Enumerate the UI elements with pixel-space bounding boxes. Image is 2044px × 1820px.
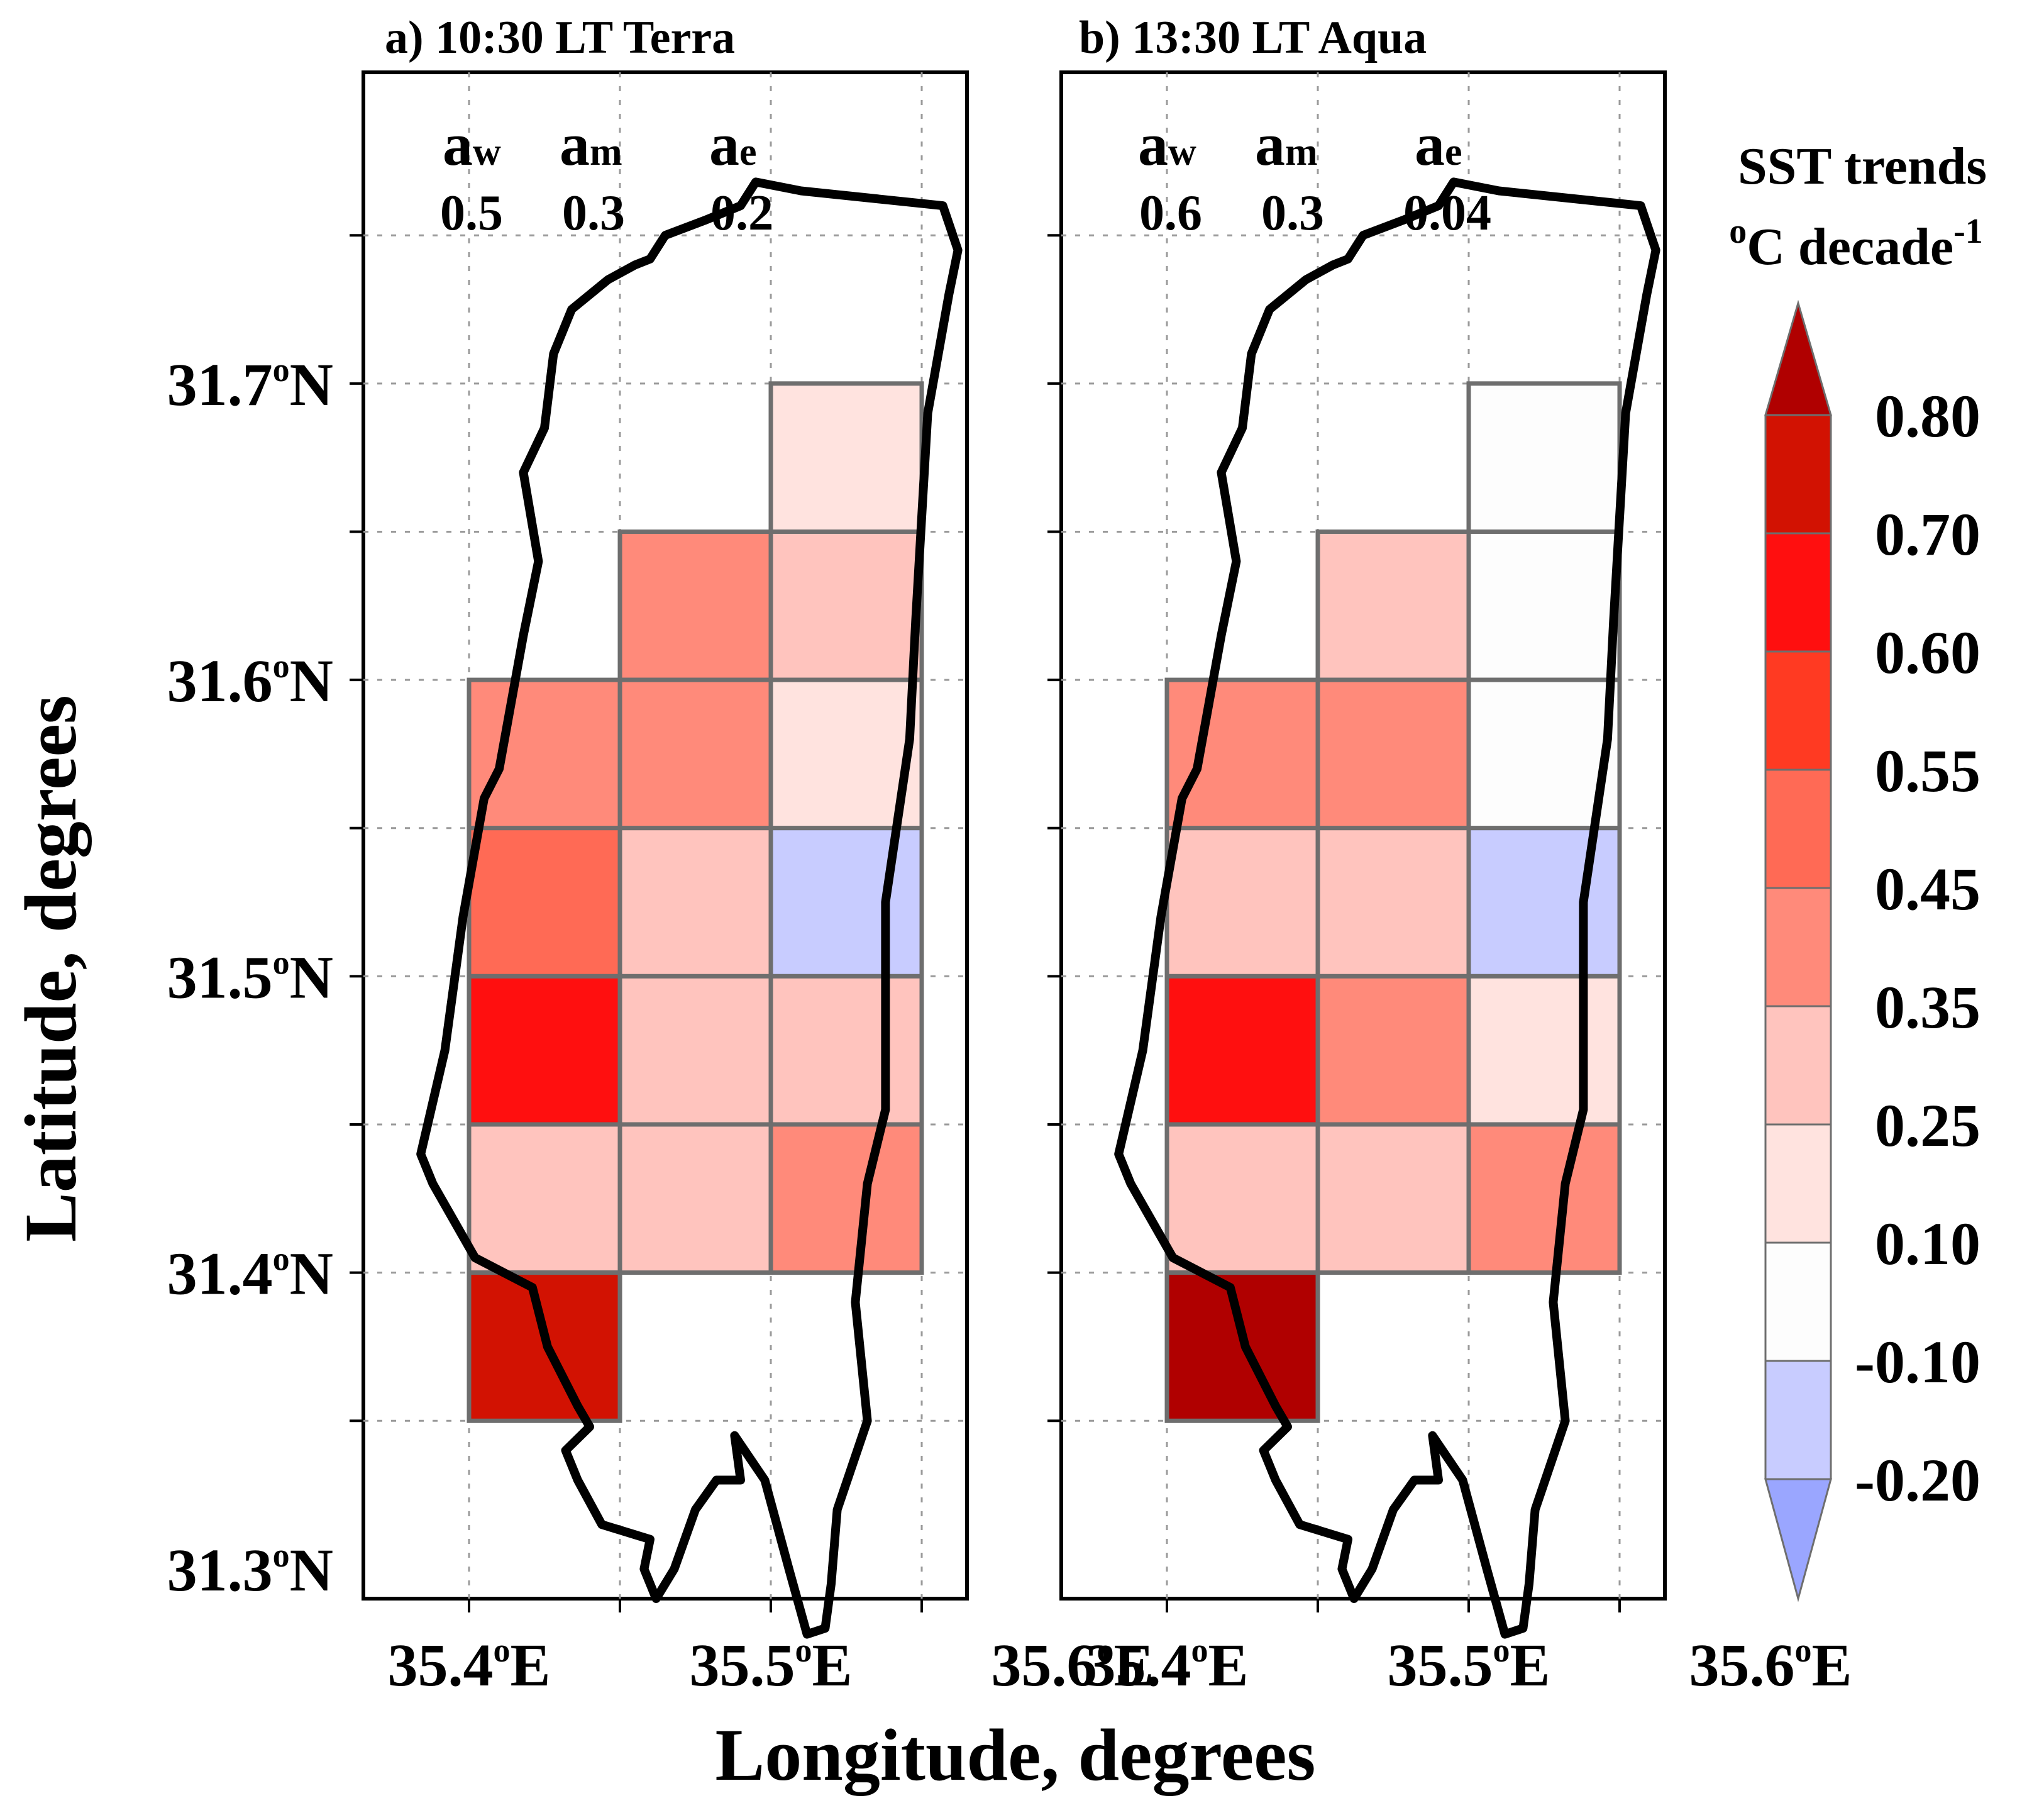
trend-cell: [467, 1122, 622, 1275]
x-tick-label: 35.6oE: [991, 1631, 1154, 1699]
y-tick-label: 31.5oN: [167, 943, 333, 1011]
x-tick-label: 35.5oE: [689, 1631, 852, 1699]
trend-cell: [1315, 974, 1471, 1127]
panel-a-ticks: [350, 234, 923, 1612]
colorbar-over-triangle: [1764, 299, 1833, 416]
trend-cell: [1164, 677, 1320, 831]
trend-cell: [1466, 381, 1622, 534]
colorbar-label: 0.25: [1875, 1092, 1980, 1159]
segment-name-am: am: [560, 111, 622, 178]
panel-b-aqua: b) 13:30 LT Aqua aw am ae 0.6 0.3 0.04: [1047, 12, 1667, 1639]
trend-cell: [1315, 677, 1471, 831]
panel-a-terra: a) 10:30 LT Terra aw am ae 0.5 0.3 0.2: [350, 12, 969, 1639]
colorbar-labels: 0.80 0.70 0.60 0.55 0.45 0.35 0.25 0.10 -0.10 -0.…: [1855, 382, 1980, 1514]
segment-name-ae: ae: [709, 111, 757, 178]
x-tick-label: 35.4oE: [387, 1631, 550, 1699]
trend-cell: [467, 974, 622, 1127]
trend-cell: [768, 1122, 924, 1275]
trend-cell: [617, 529, 773, 682]
y-tick-labels: 31.3oN 31.4oN 31.5oN 31.6oN 31.7oN: [167, 351, 333, 1604]
colorbar-band: [1764, 887, 1832, 1007]
trend-cell: [768, 529, 924, 682]
x-tick-label: 35.5oE: [1387, 1631, 1550, 1699]
segment-value-am: 0.3: [562, 186, 625, 241]
trend-cell: [768, 974, 924, 1127]
trend-cell: [1164, 1122, 1320, 1275]
colorbar-band: [1764, 769, 1832, 889]
colorbar-bands: [1764, 299, 1833, 1602]
trend-cell: [1164, 974, 1320, 1127]
panel-a-lake-outline: [416, 177, 963, 1639]
colorbar-unit: oC decade-1: [1729, 212, 1983, 276]
panel-b-frame: [1059, 70, 1667, 1601]
segment-name-aw: aw: [1138, 111, 1196, 178]
segment-name-aw: aw: [443, 111, 501, 178]
trend-cell: [1466, 826, 1622, 979]
panel-b-ticks: [1047, 234, 1621, 1612]
colorbar-band: [1764, 414, 1832, 535]
trend-cell: [467, 826, 622, 979]
panel-b-title: b) 13:30 LT Aqua: [1079, 12, 1427, 64]
colorbar-label: -0.10: [1855, 1328, 1980, 1396]
trend-cell: [768, 381, 924, 534]
trend-cell: [467, 677, 622, 831]
panel-a-segment-labels: aw am ae 0.5 0.3 0.2: [440, 111, 773, 241]
x-tick-label: 35.4oE: [1085, 1631, 1248, 1699]
colorbar: SST trends oC decade-1 0.800.700.600.550…: [1729, 137, 1987, 1602]
segment-name-am: am: [1255, 111, 1318, 178]
colorbar-band: [1764, 650, 1832, 771]
colorbar-title: SST trends: [1738, 137, 1987, 196]
trend-cell: [617, 1122, 773, 1275]
colorbar-band: [1764, 1241, 1832, 1362]
x-axis-label: Longitude, degrees: [715, 1714, 1316, 1796]
trend-cell: [1466, 974, 1622, 1127]
colorbar-label: 0.55: [1875, 737, 1980, 804]
trend-cell: [617, 677, 773, 831]
colorbar-label: 0.45: [1875, 855, 1980, 923]
y-axis-label: Latitude, degrees: [9, 695, 92, 1242]
colorbar-band: [1764, 1360, 1832, 1480]
trend-cell: [1315, 529, 1471, 682]
colorbar-label: 0.80: [1875, 382, 1980, 450]
segment-value-am: 0.3: [1261, 186, 1324, 241]
colorbar-band: [1764, 532, 1832, 653]
panel-a-title: a) 10:30 LT Terra: [385, 12, 735, 64]
y-tick-label: 31.3oN: [167, 1536, 333, 1604]
panel-b-cells: [1164, 381, 1622, 1423]
colorbar-band: [1764, 1123, 1832, 1244]
colorbar-under-triangle: [1764, 1478, 1832, 1602]
trend-cell: [1466, 529, 1622, 682]
panel-a-cells: [467, 381, 924, 1423]
panel-b-segment-labels: aw am ae 0.6 0.3 0.04: [1138, 111, 1491, 241]
trend-cell: [1466, 1122, 1622, 1275]
colorbar-label: 0.60: [1875, 619, 1980, 686]
colorbar-label: -0.20: [1855, 1446, 1980, 1514]
y-tick-label: 31.6oN: [167, 647, 333, 714]
trend-cell: [768, 826, 924, 979]
segment-value-aw: 0.5: [440, 186, 503, 241]
colorbar-label: 0.10: [1875, 1210, 1980, 1277]
y-tick-label: 31.7oN: [167, 351, 333, 418]
segment-value-aw: 0.6: [1139, 186, 1202, 241]
x-tick-label: 35.6oE: [1689, 1631, 1852, 1699]
trend-cell: [617, 826, 773, 979]
colorbar-label: 0.35: [1875, 974, 1980, 1041]
colorbar-label: 0.70: [1875, 501, 1980, 568]
panel-a-frame: [362, 70, 969, 1601]
trend-cell: [1315, 826, 1471, 979]
segment-value-ae: 0.04: [1403, 186, 1491, 241]
segment-name-ae: ae: [1415, 111, 1462, 178]
segment-value-ae: 0.2: [710, 186, 773, 241]
panel-b-lake-outline: [1114, 177, 1660, 1639]
trend-cell: [1315, 1122, 1471, 1275]
trend-cell: [1164, 826, 1320, 979]
y-tick-label: 31.4oN: [167, 1240, 333, 1307]
colorbar-band: [1764, 1005, 1832, 1126]
trend-cell: [617, 974, 773, 1127]
